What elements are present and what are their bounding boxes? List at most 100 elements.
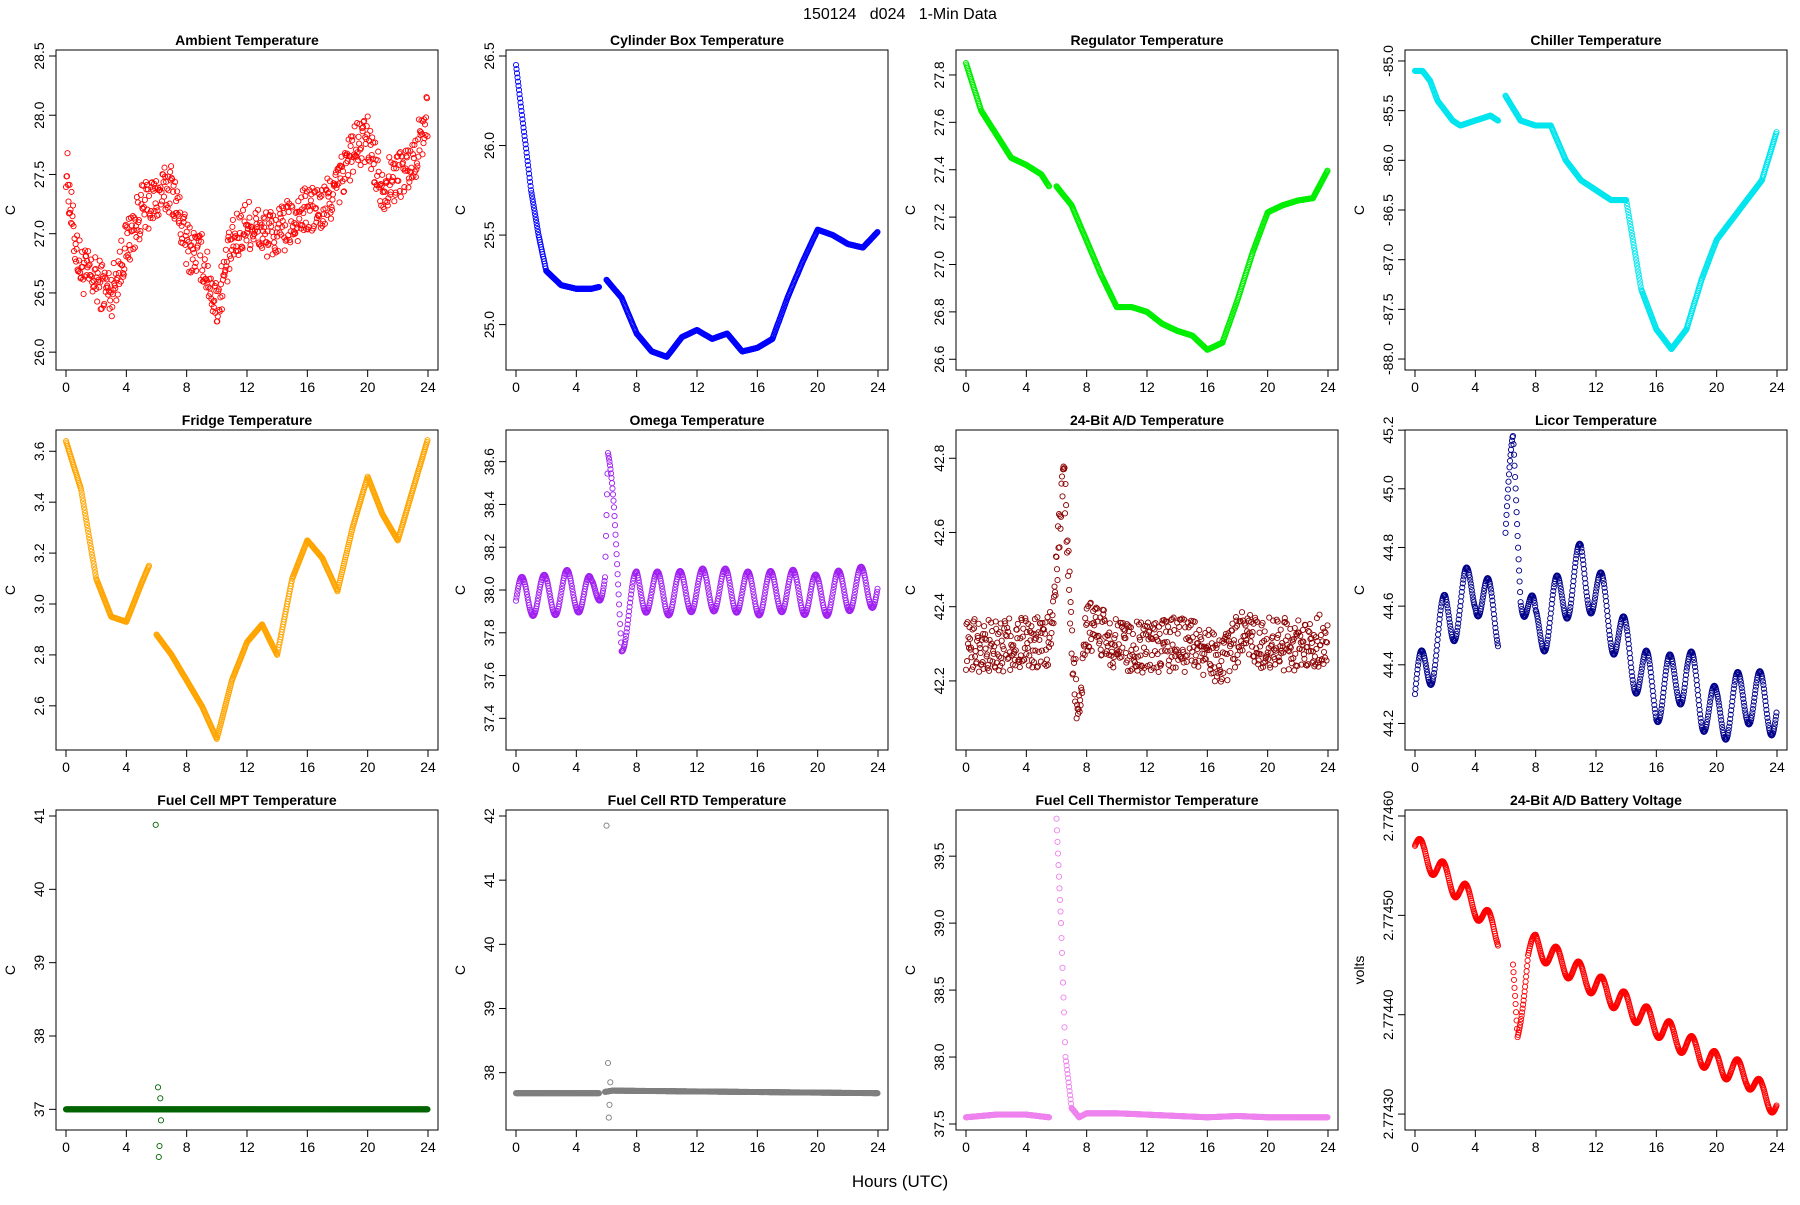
data-point — [618, 621, 623, 626]
plot-frame — [956, 430, 1338, 750]
data-point — [114, 298, 119, 303]
data-point — [1130, 631, 1135, 636]
data-point — [1177, 624, 1182, 629]
data-point — [168, 169, 173, 174]
data-point — [1070, 628, 1075, 633]
data-point — [289, 219, 294, 224]
data-point — [348, 143, 353, 148]
data-point — [1062, 511, 1067, 516]
data-point — [1201, 672, 1206, 677]
data-point — [1107, 621, 1112, 626]
y-tick-label: 3.0 — [31, 594, 47, 614]
data-point — [328, 216, 333, 221]
data-point — [983, 646, 988, 651]
x-tick-label: 0 — [1411, 379, 1419, 395]
y-tick-label: 27.6 — [931, 109, 947, 136]
data-point — [609, 481, 614, 486]
y-tick-label: 28.5 — [31, 42, 47, 69]
data-point — [161, 194, 166, 199]
y-tick-label: 26.0 — [481, 132, 497, 159]
data-point — [1069, 651, 1074, 656]
x-tick-label: 24 — [1320, 759, 1336, 775]
x-tick-label: 8 — [1532, 379, 1540, 395]
data-point — [969, 655, 974, 660]
data-point — [223, 247, 228, 252]
y-tick-label: 25.0 — [481, 311, 497, 338]
x-tick-label: 12 — [1588, 379, 1604, 395]
data-point — [142, 197, 147, 202]
y-tick-label: -87.0 — [1380, 244, 1396, 276]
y-tick-label: 37.8 — [481, 619, 497, 646]
data-point — [69, 189, 74, 194]
data-point — [617, 612, 622, 617]
data-point — [1098, 647, 1103, 652]
y-tick-label: -87.5 — [1380, 293, 1396, 325]
data-point — [369, 167, 374, 172]
y-tick-label: 26.8 — [931, 298, 947, 325]
y-tick-label: -88.0 — [1380, 343, 1396, 375]
data-point — [238, 214, 243, 219]
y-tick-label: -86.0 — [1380, 144, 1396, 176]
x-tick-label: 20 — [810, 759, 826, 775]
data-point — [611, 505, 616, 510]
data-point — [109, 314, 114, 319]
data-point — [1113, 632, 1118, 637]
data-point — [398, 194, 403, 199]
data-point — [190, 257, 195, 262]
data-point — [1085, 621, 1090, 626]
data-point — [1166, 624, 1171, 629]
data-point — [614, 542, 619, 547]
data-point — [1120, 645, 1125, 650]
data-point — [376, 149, 381, 154]
x-tick-label: 8 — [1083, 759, 1091, 775]
y-tick-label: 3.2 — [31, 543, 47, 563]
data-point — [281, 210, 286, 215]
data-point — [612, 523, 617, 528]
data-point — [385, 203, 390, 208]
data-point — [348, 178, 353, 183]
data-point — [146, 226, 151, 231]
data-point — [963, 667, 968, 672]
y-axis-label: C — [452, 585, 468, 595]
data-point — [972, 654, 977, 659]
x-tick-label: 12 — [689, 759, 705, 775]
data-point — [604, 513, 609, 518]
data-point — [230, 217, 235, 222]
x-tick-label: 12 — [1139, 379, 1155, 395]
plot-frame — [506, 50, 888, 370]
x-tick-label: 8 — [183, 379, 191, 395]
x-tick-label: 16 — [1200, 379, 1216, 395]
data-point — [240, 208, 245, 213]
data-point — [1193, 653, 1198, 658]
data-point — [359, 146, 364, 151]
data-point — [976, 621, 981, 626]
x-tick-label: 16 — [1200, 759, 1216, 775]
data-point — [205, 249, 210, 254]
data-point — [356, 134, 361, 139]
data-point — [610, 486, 615, 491]
x-tick-label: 20 — [1709, 379, 1725, 395]
x-tick-label: 4 — [1471, 379, 1479, 395]
data-point — [207, 286, 212, 291]
data-point — [1008, 667, 1013, 672]
y-tick-label: -85.0 — [1380, 45, 1396, 77]
plot-frame — [956, 50, 1338, 370]
data-point — [616, 592, 621, 597]
data-point — [122, 246, 127, 251]
data-series — [63, 438, 430, 742]
x-tick-label: 20 — [360, 759, 376, 775]
data-point — [965, 620, 970, 625]
y-tick-label: 2.8 — [31, 645, 47, 665]
x-tick-label: 12 — [689, 379, 705, 395]
data-point — [1045, 662, 1050, 667]
data-point — [254, 216, 259, 221]
data-point — [189, 235, 194, 240]
data-point — [146, 193, 151, 198]
x-tick-label: 12 — [239, 379, 255, 395]
data-point — [1015, 621, 1020, 626]
y-tick-label: 26.5 — [31, 279, 47, 306]
data-point — [370, 135, 375, 140]
